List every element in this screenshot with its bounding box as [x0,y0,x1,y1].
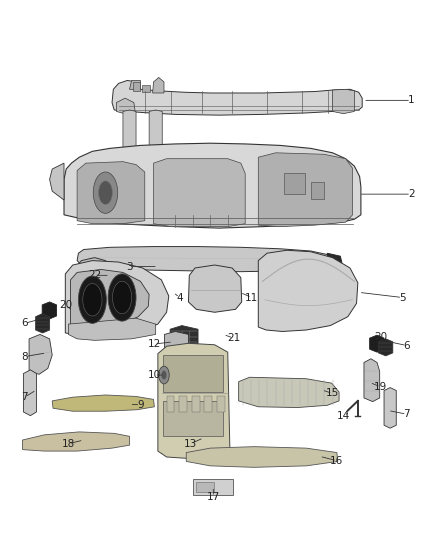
Polygon shape [152,77,164,93]
FancyBboxPatch shape [163,355,223,392]
Polygon shape [35,314,49,333]
Text: 21: 21 [227,333,240,343]
Polygon shape [68,318,155,341]
FancyBboxPatch shape [133,82,141,91]
FancyBboxPatch shape [285,173,305,194]
Text: 18: 18 [62,439,75,449]
Polygon shape [65,261,169,337]
Polygon shape [384,387,396,428]
Text: 6: 6 [21,318,28,328]
Polygon shape [130,80,141,90]
Text: 4: 4 [177,293,183,303]
Polygon shape [258,153,353,227]
Text: 15: 15 [326,389,339,399]
Polygon shape [370,335,384,352]
Text: 11: 11 [245,293,258,303]
Polygon shape [327,253,342,270]
Polygon shape [153,159,245,227]
Text: 1: 1 [408,95,414,106]
Text: 6: 6 [403,341,410,351]
Text: 9: 9 [137,400,144,409]
Text: 5: 5 [399,293,406,303]
Text: 13: 13 [184,439,197,449]
Circle shape [99,181,113,205]
FancyBboxPatch shape [192,395,200,412]
FancyBboxPatch shape [217,395,225,412]
Polygon shape [29,334,52,374]
Polygon shape [164,332,188,351]
Polygon shape [112,80,362,115]
Circle shape [93,172,118,213]
FancyBboxPatch shape [196,482,214,492]
Text: 2: 2 [408,189,414,199]
FancyBboxPatch shape [163,401,223,437]
FancyBboxPatch shape [142,85,150,92]
Polygon shape [188,265,242,312]
Text: 19: 19 [374,382,387,392]
Polygon shape [117,98,135,115]
FancyBboxPatch shape [166,395,174,412]
Polygon shape [71,270,149,329]
Polygon shape [77,247,332,272]
Circle shape [159,366,169,384]
Polygon shape [77,161,145,224]
Text: 16: 16 [330,456,343,466]
Circle shape [78,276,106,324]
Polygon shape [49,163,64,200]
Polygon shape [23,370,36,416]
Polygon shape [378,339,393,356]
FancyBboxPatch shape [204,395,212,412]
Circle shape [161,370,166,379]
Text: 10: 10 [148,370,161,380]
Text: 17: 17 [207,492,220,502]
Text: 12: 12 [148,339,161,349]
Circle shape [83,284,102,316]
Text: 20: 20 [374,332,387,342]
Polygon shape [258,251,358,332]
Polygon shape [73,257,112,290]
Circle shape [108,274,136,321]
FancyBboxPatch shape [179,395,187,412]
Polygon shape [186,447,338,467]
Polygon shape [170,326,198,352]
Text: 22: 22 [88,270,101,280]
Text: 8: 8 [21,352,28,361]
Text: 7: 7 [403,409,410,419]
Text: 20: 20 [59,300,72,310]
Polygon shape [239,377,339,408]
Polygon shape [64,143,361,228]
Circle shape [113,281,132,314]
Polygon shape [42,302,57,319]
Text: 7: 7 [21,392,28,402]
Polygon shape [123,110,136,151]
Polygon shape [158,343,230,458]
Text: 3: 3 [126,262,133,271]
FancyBboxPatch shape [193,479,233,495]
Polygon shape [364,359,380,402]
Text: 14: 14 [337,410,350,421]
Polygon shape [22,432,130,451]
FancyBboxPatch shape [311,182,324,199]
Polygon shape [52,395,154,411]
Polygon shape [332,90,354,114]
Polygon shape [149,110,162,151]
